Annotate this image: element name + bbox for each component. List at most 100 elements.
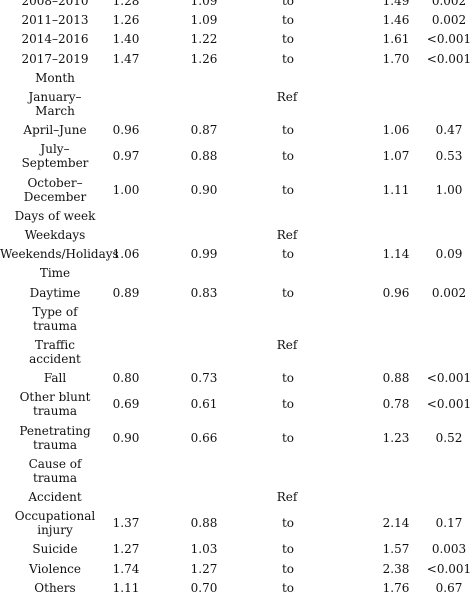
table-row: October– December 1.00 0.90 to 1.11 1.00 (0, 176, 474, 204)
estimate-value: 0.69 (112, 397, 140, 412)
row-label: injury (37, 523, 73, 538)
row-label: Other blunt (19, 390, 91, 405)
estimate-value: 0.89 (112, 285, 140, 300)
table-row: July– September 0.97 0.88 to 1.07 0.53 (0, 142, 474, 170)
section-header-row: Time (0, 266, 474, 280)
p-value: 0.002 (431, 0, 467, 8)
row-label: March (35, 104, 75, 118)
row-label: January– (28, 90, 82, 104)
p-value: 0.003 (431, 542, 467, 557)
p-value: 0.002 (431, 13, 467, 28)
ci-upper-value: 2.14 (382, 516, 410, 531)
ci-separator: to (281, 371, 295, 386)
ci-separator: to (281, 247, 295, 262)
estimate-value: 1.11 (112, 580, 140, 595)
ci-separator: to (281, 430, 295, 445)
reference-label: Ref (276, 490, 298, 504)
reference-row: Traffic accident Ref (0, 338, 474, 366)
row-label: April–June (23, 123, 87, 138)
row-label: Daytime (29, 285, 81, 300)
table-row: Weekends/Holidays 1.06 0.99 to 1.14 0.09 (0, 247, 474, 261)
row-label: Suicide (32, 542, 78, 557)
ci-separator: to (281, 397, 295, 412)
p-value: 0.52 (435, 430, 463, 445)
reference-label: Ref (276, 228, 298, 242)
table-row: Other blunt trauma 0.69 0.61 to 0.78 <0.001 (0, 390, 474, 418)
ci-lower-value: 1.03 (190, 542, 218, 557)
p-value: <0.001 (426, 51, 472, 66)
ci-upper-value: 0.88 (382, 371, 410, 386)
ci-upper-value: 1.76 (382, 580, 410, 595)
ci-separator: to (281, 561, 295, 576)
table-row: Fall 0.80 0.73 to 0.88 <0.001 (0, 371, 474, 385)
estimate-value: 1.06 (112, 247, 140, 262)
estimate-value: 1.37 (112, 516, 140, 531)
ci-lower-value: 0.88 (190, 149, 218, 164)
table-row: 2014–2016 1.40 1.22 to 1.61 <0.001 (0, 32, 474, 46)
ci-lower-value: 0.90 (190, 182, 218, 197)
row-label: Violence (28, 561, 81, 576)
row-label: Others (34, 580, 76, 595)
estimate-value: 0.97 (112, 149, 140, 164)
estimate-value: 1.27 (112, 542, 140, 557)
ci-lower-value: 0.87 (190, 123, 218, 138)
row-label: trauma (33, 318, 77, 333)
ci-upper-value: 1.49 (382, 0, 410, 8)
p-value: 0.002 (431, 285, 467, 300)
ci-upper-value: 2.38 (382, 561, 410, 576)
ci-separator: to (281, 182, 295, 197)
p-value: 1.00 (435, 182, 463, 197)
row-label: 2017–2019 (21, 51, 89, 66)
ci-lower-value: 1.09 (190, 0, 218, 8)
ci-lower-value: 0.88 (190, 516, 218, 531)
row-label: Month (35, 70, 75, 85)
row-label: Days of week (14, 208, 96, 223)
ci-upper-value: 0.96 (382, 285, 410, 300)
estimate-value: 1.40 (112, 32, 140, 47)
reference-label: Ref (276, 338, 298, 352)
ci-upper-value: 1.70 (382, 51, 410, 66)
row-label: Accident (28, 490, 82, 504)
ci-separator: to (281, 542, 295, 557)
row-label: Time (39, 266, 71, 281)
row-label: 2014–2016 (21, 32, 89, 47)
ci-lower-value: 0.83 (190, 285, 218, 300)
p-value: <0.001 (426, 371, 472, 386)
row-label: 2008–2010 (21, 0, 89, 8)
table-row: Suicide 1.27 1.03 to 1.57 0.003 (0, 542, 474, 556)
ci-lower-value: 0.99 (190, 247, 218, 262)
row-label: December (23, 189, 87, 204)
p-value: <0.001 (426, 32, 472, 47)
ci-separator: to (281, 123, 295, 138)
ci-upper-value: 1.46 (382, 13, 410, 28)
p-value: 0.47 (435, 123, 463, 138)
table-row: April–June 0.96 0.87 to 1.06 0.47 (0, 123, 474, 137)
ci-lower-value: 1.22 (190, 32, 218, 47)
table-row: Daytime 0.89 0.83 to 0.96 0.002 (0, 286, 474, 300)
table-row: 2017–2019 1.47 1.26 to 1.70 <0.001 (0, 52, 474, 66)
ci-separator: to (281, 516, 295, 531)
table-row: 2011–2013 1.26 1.09 to 1.46 0.002 (0, 13, 474, 27)
row-label: September (21, 156, 89, 171)
table-row: 2008–2010 1.28 1.09 to 1.49 0.002 (0, 0, 474, 8)
table-row: Violence 1.74 1.27 to 2.38 <0.001 (0, 562, 474, 576)
ci-upper-value: 0.78 (382, 397, 410, 412)
ci-lower-value: 1.26 (190, 51, 218, 66)
p-value: <0.001 (426, 561, 472, 576)
section-header-row: Days of week (0, 209, 474, 223)
ci-lower-value: 1.27 (190, 561, 218, 576)
ci-separator: to (281, 149, 295, 164)
estimate-value: 1.00 (112, 182, 140, 197)
section-header-row: Type of trauma (0, 305, 474, 333)
table-row: Penetrating trauma 0.90 0.66 to 1.23 0.52 (0, 424, 474, 452)
row-label: Weekends/Holidays (0, 247, 119, 262)
row-label: Occupational (14, 509, 96, 524)
p-value: <0.001 (426, 397, 472, 412)
ci-separator: to (281, 51, 295, 66)
section-header-row: Month (0, 71, 474, 85)
row-label: trauma (33, 437, 77, 452)
ci-upper-value: 1.61 (382, 32, 410, 47)
row-label: trauma (33, 470, 77, 485)
row-label: Fall (43, 371, 67, 386)
